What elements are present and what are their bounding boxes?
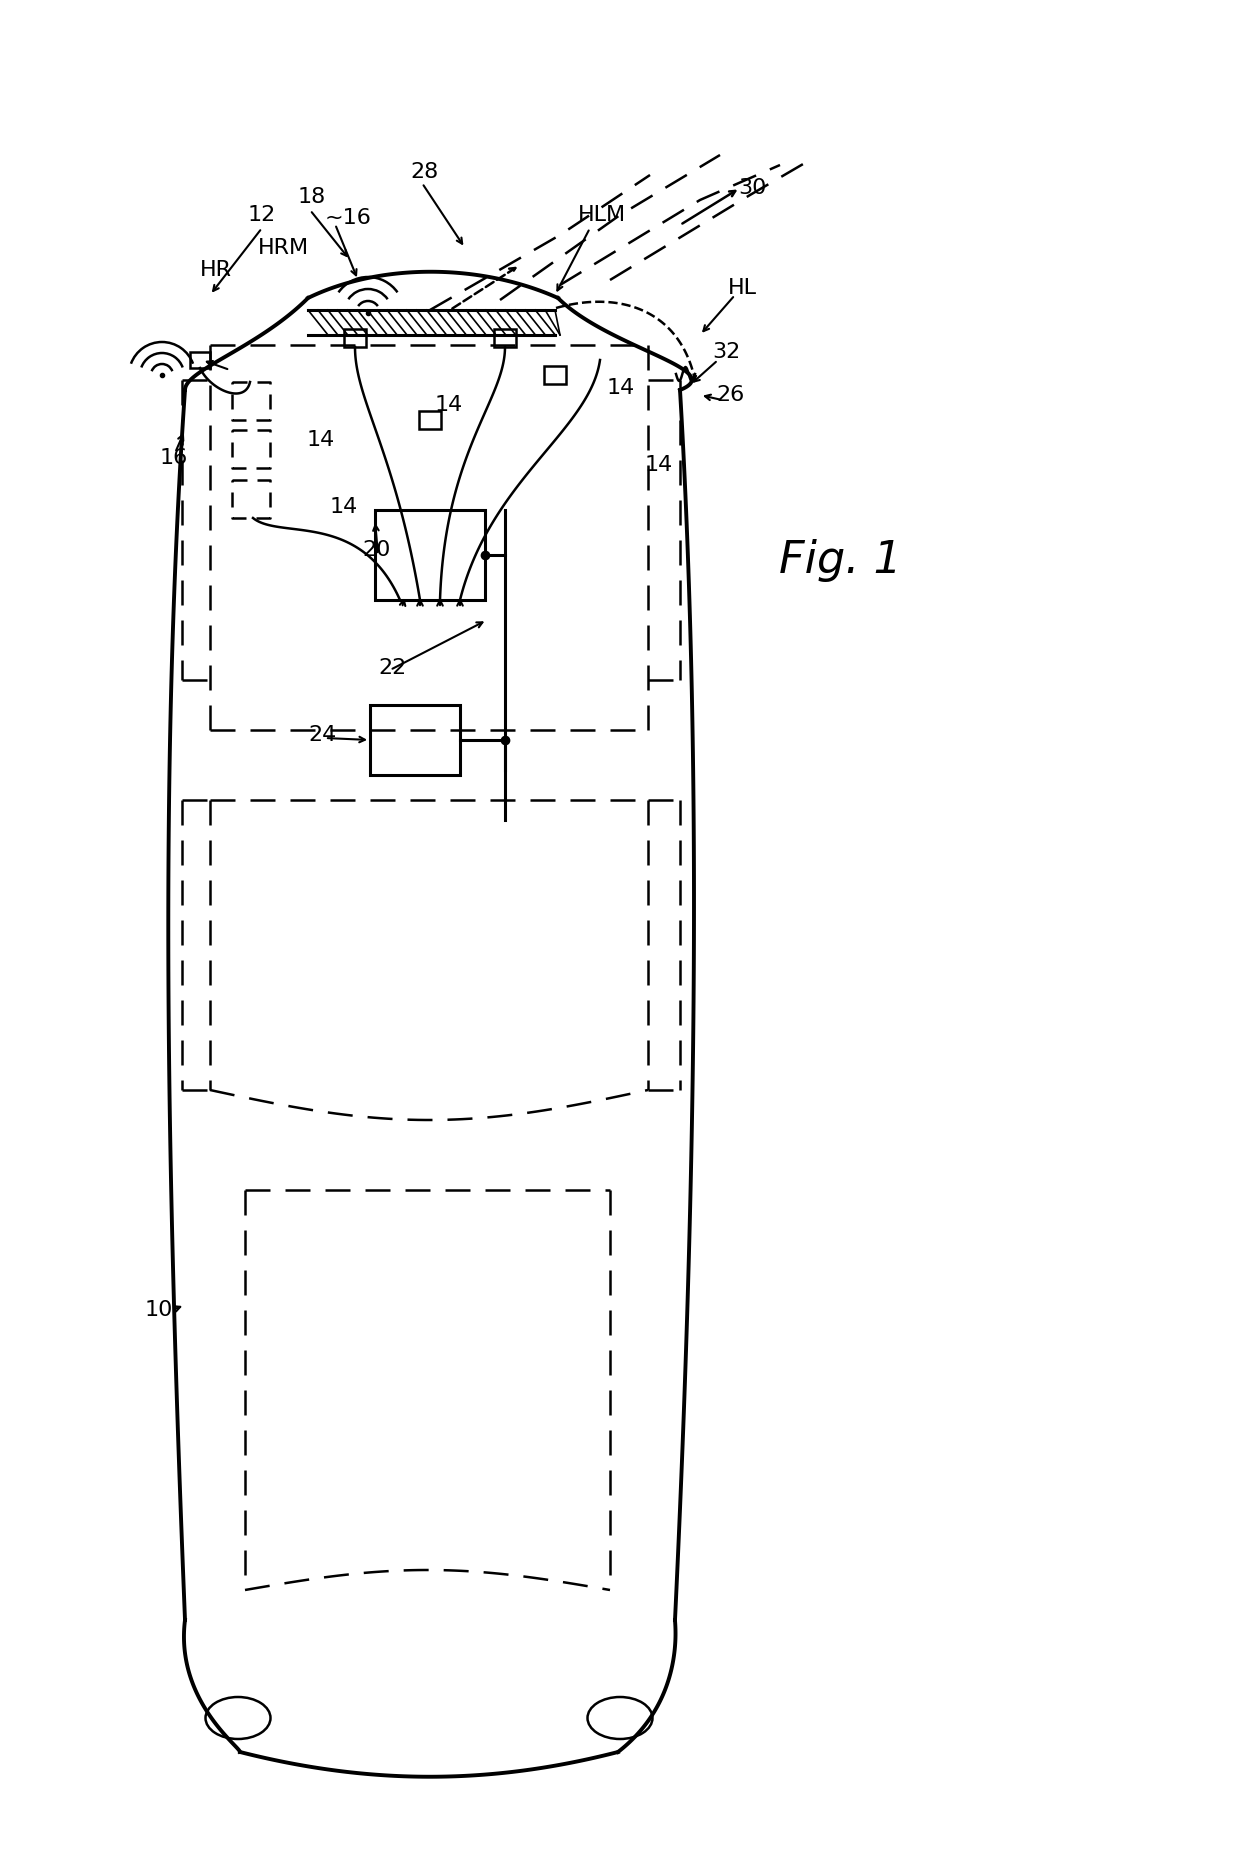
Text: Fig. 1: Fig. 1 (779, 539, 901, 582)
Bar (343, 330, 366, 346)
Text: 18: 18 (298, 187, 326, 207)
Text: 14: 14 (645, 456, 673, 474)
Bar (190, 352, 210, 369)
Text: 22: 22 (378, 657, 407, 678)
Text: ~16: ~16 (325, 207, 372, 228)
Text: 14: 14 (608, 378, 635, 398)
Text: HL: HL (728, 278, 756, 298)
Bar (494, 330, 516, 346)
Bar (374, 509, 485, 600)
Text: HRM: HRM (258, 239, 309, 257)
Bar (544, 367, 565, 383)
Text: 26: 26 (715, 385, 744, 406)
Text: 10: 10 (145, 1300, 174, 1320)
Text: HLM: HLM (578, 206, 626, 224)
Bar (370, 706, 460, 774)
Text: 14: 14 (330, 496, 358, 517)
Text: 14: 14 (308, 430, 335, 450)
Text: 12: 12 (248, 206, 277, 224)
Text: 24: 24 (308, 724, 336, 745)
Bar (419, 411, 441, 430)
Text: 20: 20 (362, 541, 391, 559)
Text: 32: 32 (712, 343, 740, 361)
Text: HR: HR (200, 259, 232, 280)
Text: 14: 14 (435, 394, 464, 415)
Text: 16: 16 (160, 448, 188, 469)
Text: 30: 30 (738, 178, 766, 198)
Text: 28: 28 (410, 161, 438, 181)
